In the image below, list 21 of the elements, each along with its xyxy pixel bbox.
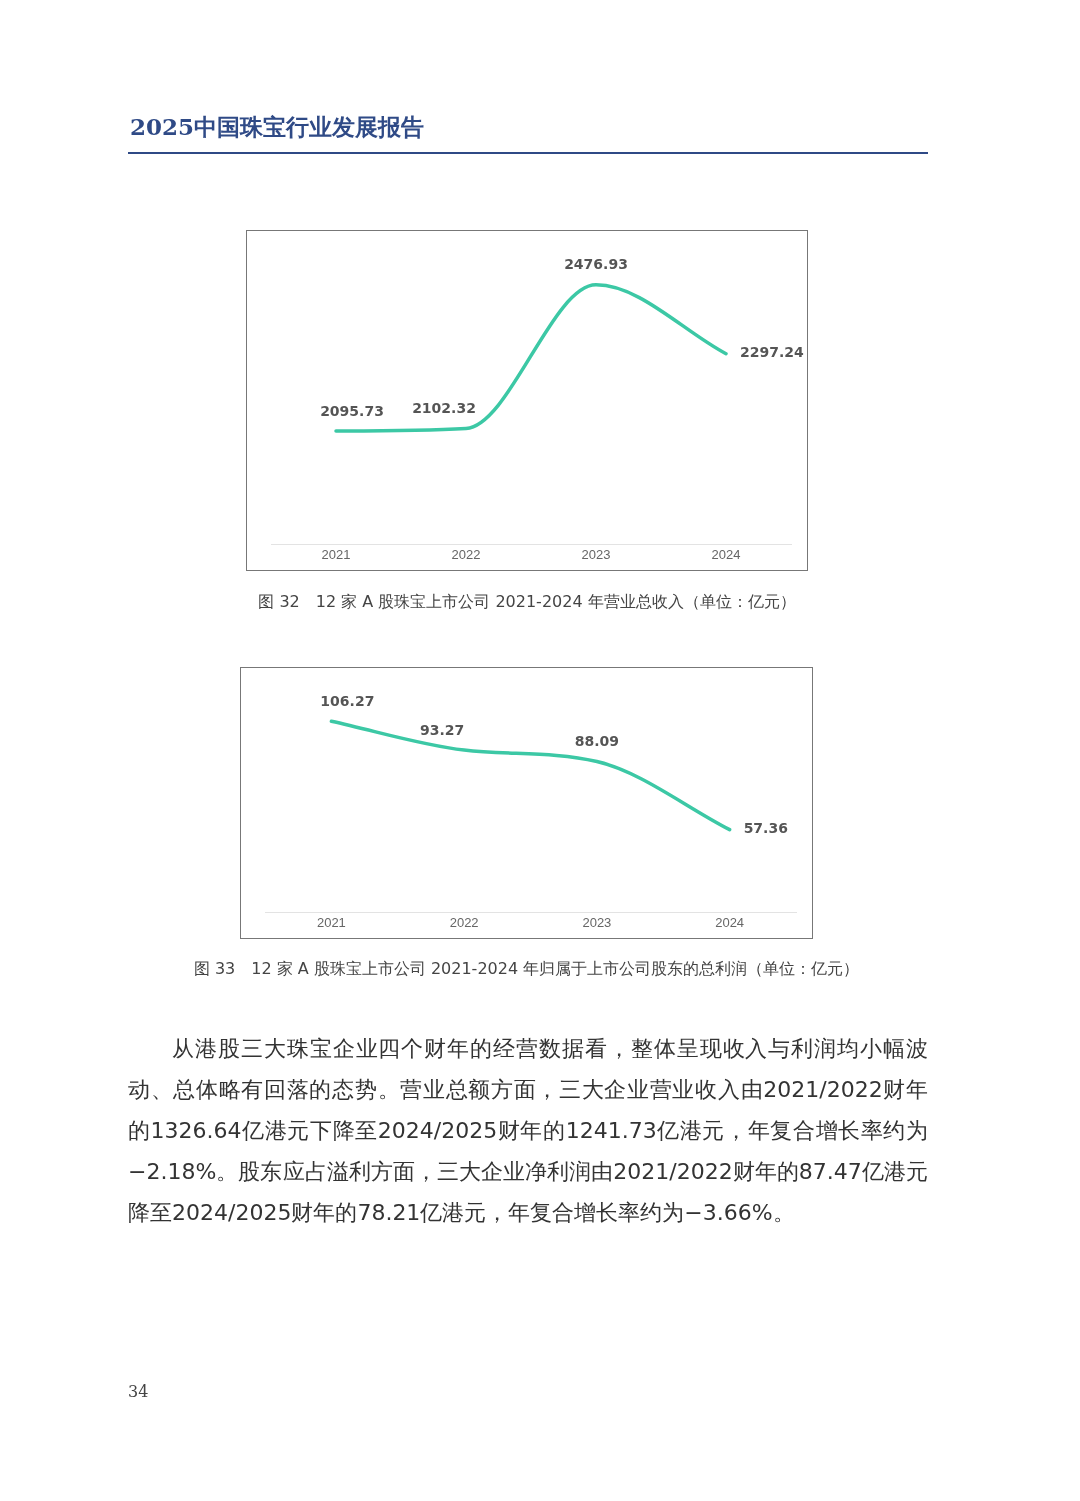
text: 图 32 12 家 A 股珠宝上市公司 2021-2024 年营业总收入（单位：亿元） bbox=[257, 592, 797, 613]
x-tick-label: 2024 bbox=[711, 546, 741, 562]
x-tick-label: 2024 bbox=[715, 914, 745, 930]
data-label: 88.09 bbox=[574, 733, 620, 750]
x-tick-label: 2022 bbox=[451, 546, 481, 562]
x-tick-label: 2022 bbox=[449, 914, 479, 930]
text: 图 33 12 家 A 股珠宝上市公司 2021-2024 年归属于上市公司股东的总利润（单位：亿元） bbox=[192, 959, 861, 980]
data-label: 106.27 bbox=[320, 692, 375, 709]
data-label: 93.27 bbox=[419, 721, 465, 738]
x-tick-label: 2023 bbox=[581, 546, 611, 562]
text: 34 bbox=[128, 1382, 149, 1401]
data-label: 57.36 bbox=[743, 820, 788, 837]
x-tick-label: 2021 bbox=[316, 914, 346, 930]
text: 2025中国珠宝行业发展报告 bbox=[130, 112, 425, 142]
data-label: 2102.32 bbox=[412, 400, 476, 417]
data-label: 2476.93 bbox=[564, 256, 628, 273]
text: 从港股三大珠宝企业四个财年的经营数据看，整体呈现收入与利润均小幅波动、总体略有回落的态势。营业总额方面，三大企业营业收入由2021/2022财年的1326.64亿港元下降至2024/2025财年的1241.73亿港元，年复合增长率约为−2.18%。股东应占溢利方面，三大企业净利润由2021/2022财年的87.47亿港元降至2024/2025财年的78.21亿港元，年复合增长率约为−3.66%。 bbox=[128, 1035, 928, 1227]
data-label: 2297.24 bbox=[740, 344, 805, 361]
data-label: 2095.73 bbox=[320, 402, 384, 419]
x-tick-label: 2023 bbox=[582, 914, 612, 930]
x-tick-label: 2021 bbox=[321, 546, 351, 562]
